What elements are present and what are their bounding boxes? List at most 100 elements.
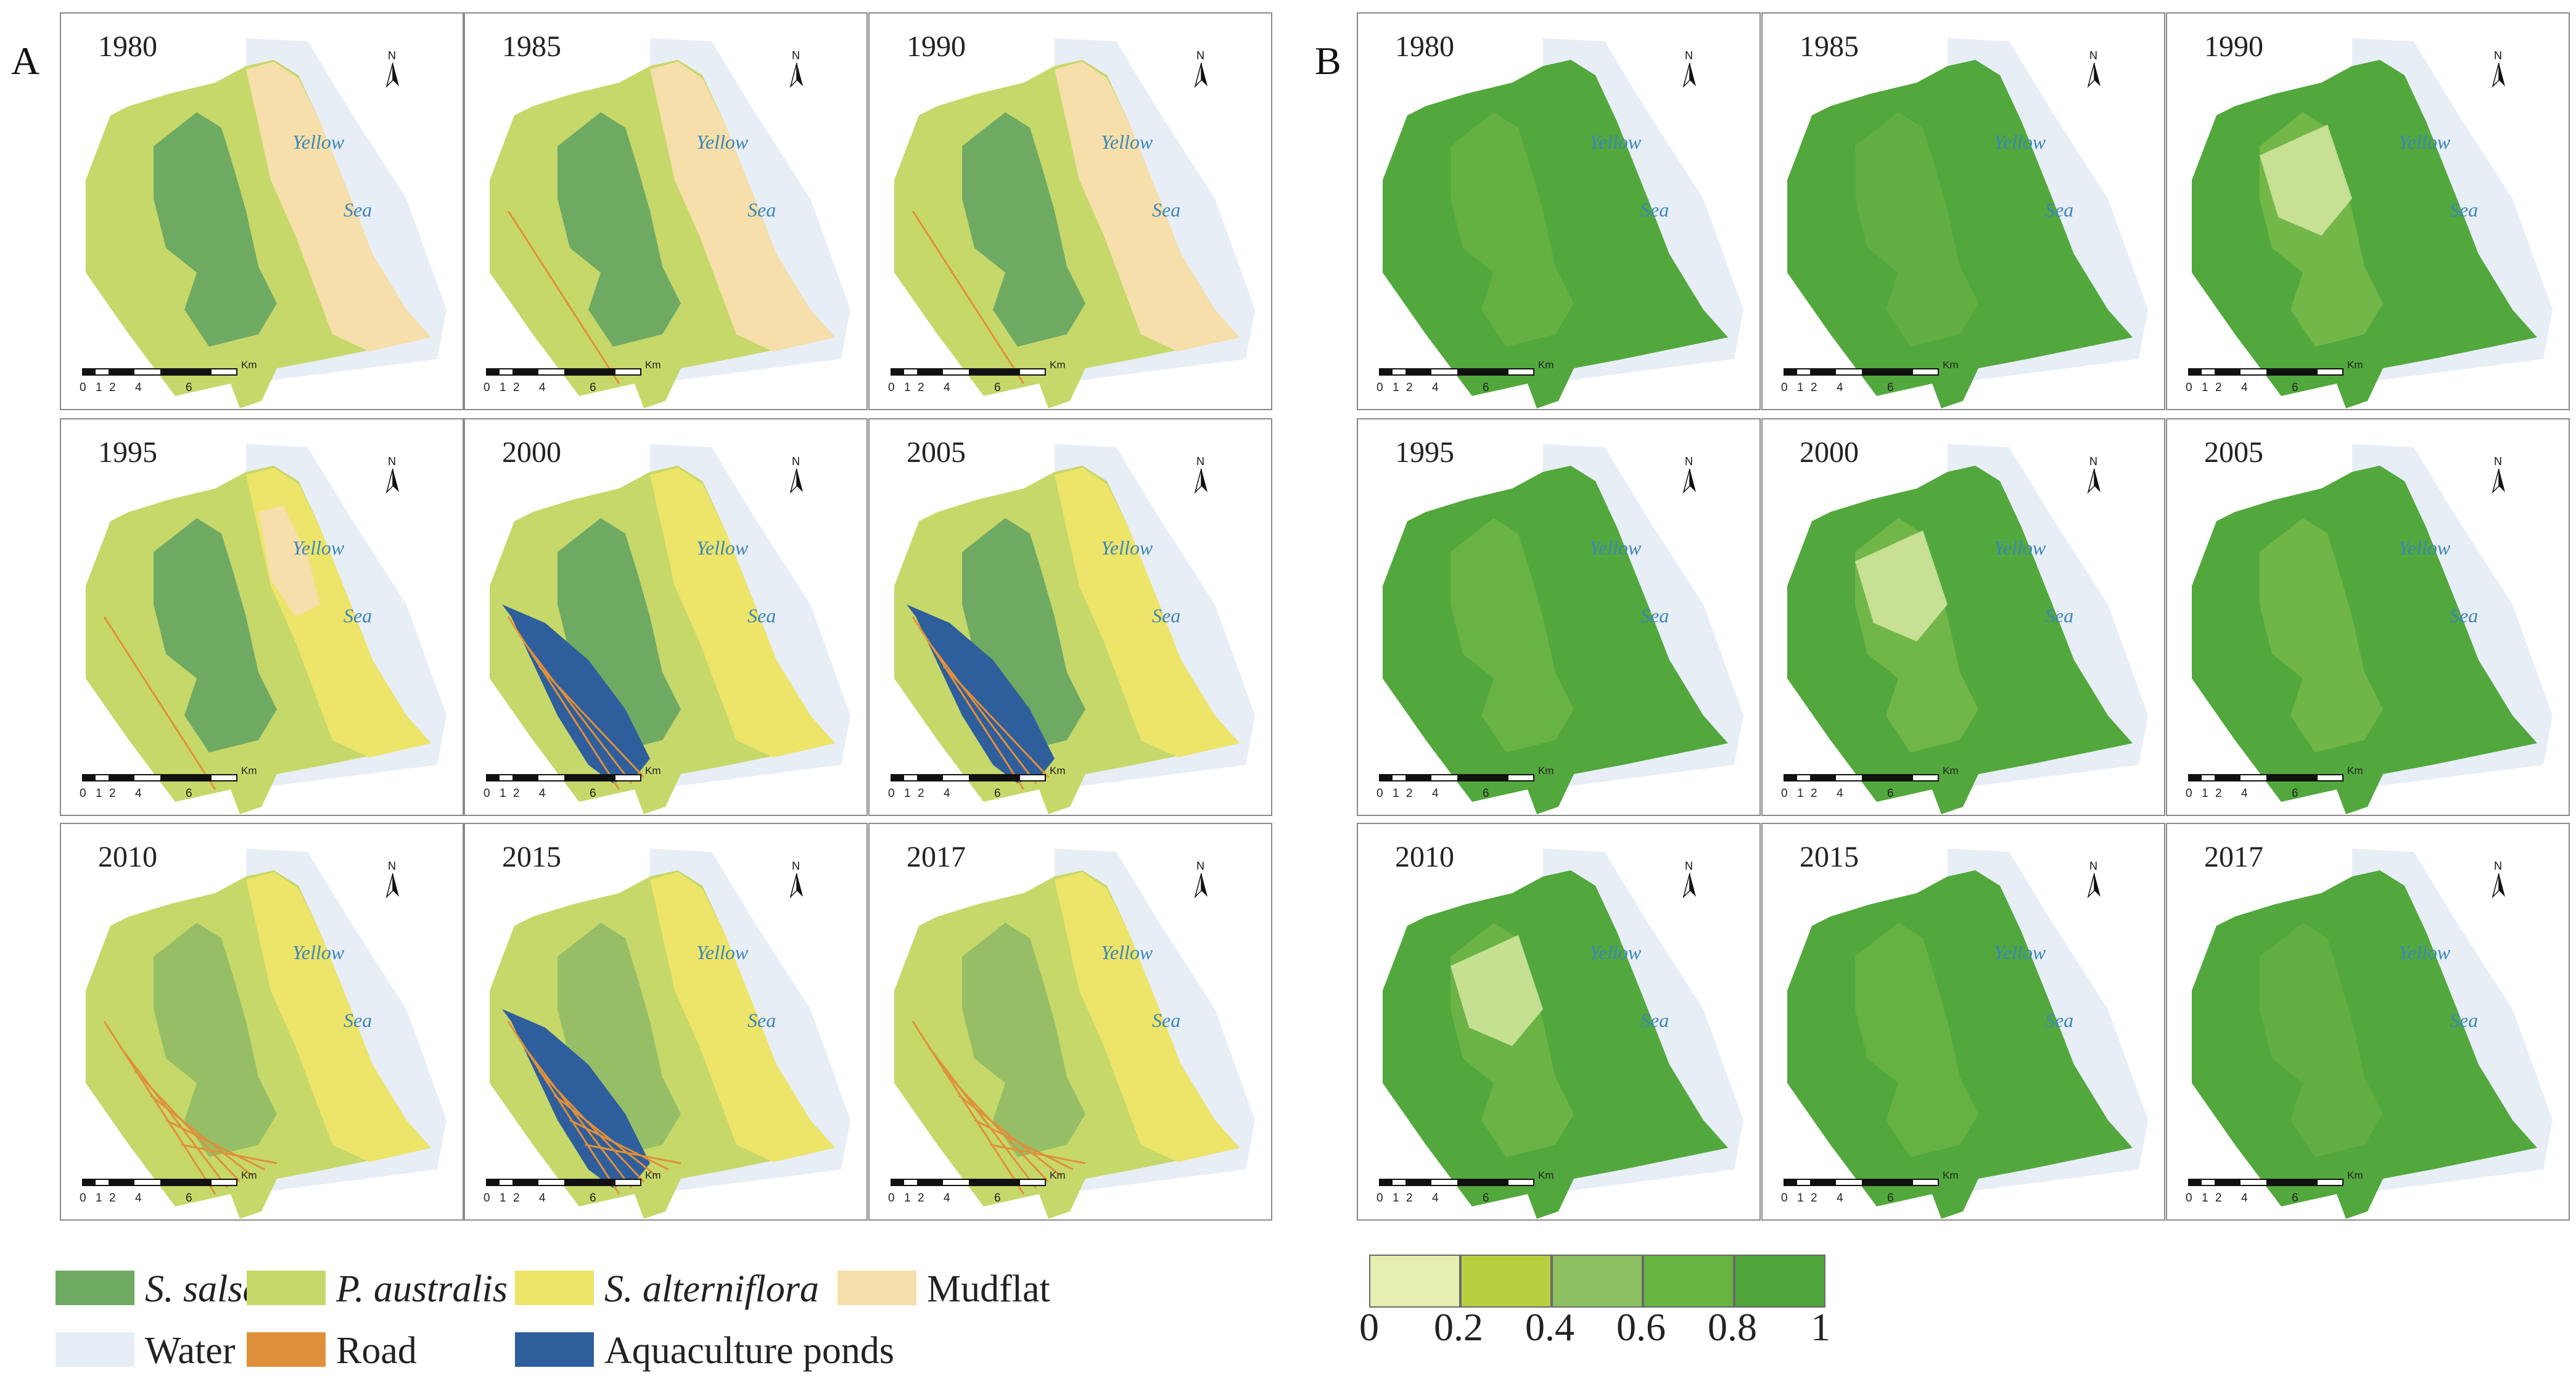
legend-label: S. alterniflora [604, 1268, 819, 1310]
scale-tick-label: 2 [513, 787, 520, 800]
scale-unit: Km [645, 765, 661, 777]
sea-label-yellow: Yellow [2398, 131, 2451, 153]
scale-tick-label: 4 [1837, 787, 1843, 800]
north-letter: N [2089, 455, 2097, 468]
sea-label-yellow: Yellow [696, 941, 749, 963]
map-graphic [1383, 849, 1743, 1219]
scale-tick-label: 4 [539, 381, 546, 394]
sea-label-sea: Sea [2450, 604, 2479, 627]
scale-bar: Km 0 1 2 4 6 [1781, 359, 1966, 396]
map-tile-2017: 2017 Yellow Sea N Km 0 1 2 4 6 [868, 823, 1272, 1221]
scale-tick-label: 1 [904, 787, 911, 800]
scale-tick-label: 6 [1483, 381, 1489, 394]
map-graphic [2192, 444, 2553, 814]
alterniflora-area [1055, 468, 1240, 757]
north-arrow-icon: N [2083, 860, 2105, 903]
road-line [569, 1119, 669, 1171]
map-graphic [1383, 444, 1743, 814]
scale-tick-label: 4 [539, 1192, 546, 1205]
aquaculture-ponds-area [907, 604, 1055, 783]
scale-tick-label: 1 [1797, 787, 1804, 800]
scale-tick-label: 6 [186, 1192, 192, 1205]
legend-label: Water [145, 1330, 236, 1372]
scale-bar: Km 0 1 2 4 6 [484, 359, 669, 396]
scale-tick-label: 6 [590, 1192, 596, 1205]
road-line [927, 641, 1037, 784]
scale-tick-label: 0 [484, 1192, 490, 1205]
road-line [554, 1094, 657, 1177]
colorbar-bin [1643, 1255, 1734, 1308]
scale-tick-label: 1 [96, 787, 102, 800]
scale-tick-label: 1 [1797, 381, 1804, 394]
map-tile-2000: 2000 Yellow Sea N Km 0 1 2 4 6 [1761, 418, 2165, 816]
north-letter: N [2089, 49, 2097, 62]
scale-tick-label: 0 [888, 1192, 895, 1205]
scale-bar: Km 0 1 2 4 6 [888, 1169, 1073, 1206]
sea-label-yellow: Yellow [2398, 941, 2451, 963]
legend-label: Mudflat [927, 1268, 1050, 1310]
map-graphic [490, 38, 850, 408]
legend-label: Road [336, 1330, 417, 1372]
legend-label: S. salsa [145, 1268, 262, 1310]
road-line [927, 1045, 1037, 1189]
map-graphic [86, 38, 446, 408]
scale-tick-label: 4 [1837, 381, 1843, 394]
north-letter: N [2494, 860, 2502, 872]
sea-label-sea: Sea [747, 199, 776, 221]
sea-label-yellow: Yellow [1101, 131, 1153, 153]
north-arrow-icon: N [382, 455, 404, 498]
scale-tick-label: 0 [484, 381, 490, 394]
scale-tick-label: 6 [590, 381, 596, 394]
colorbar-bin [1734, 1255, 1825, 1308]
scale-unit: Km [645, 1169, 661, 1181]
colorbar-bin [1552, 1255, 1643, 1308]
scale-bar: Km 0 1 2 4 6 [1376, 359, 1562, 396]
salsa-area [962, 518, 1085, 752]
north-letter: N [792, 455, 800, 468]
scale-bar: Km 0 1 2 4 6 [2186, 359, 2371, 396]
colorbar-tick-label: 0 [1359, 1305, 1379, 1349]
map-year-label: 1980 [98, 30, 157, 63]
mudflat-area [246, 62, 431, 352]
scale-unit: Km [1943, 1169, 1959, 1181]
scale-unit: Km [645, 359, 661, 371]
scale-tick-label: 2 [1406, 381, 1413, 394]
scale-tick-label: 2 [109, 787, 116, 800]
map-graphic [1787, 38, 2148, 408]
north-letter: N [1685, 860, 1693, 872]
north-arrow-icon: N [2488, 860, 2510, 903]
map-year-label: 1995 [98, 436, 157, 469]
salsa-area [558, 112, 681, 347]
scale-bar: Km 0 1 2 4 6 [80, 765, 265, 802]
salsa-area [962, 112, 1085, 347]
north-letter: N [1685, 49, 1693, 62]
north-arrow-icon: N [2488, 49, 2510, 93]
north-arrow-icon: N [1679, 49, 1701, 93]
map-year-label: 2005 [2204, 436, 2263, 469]
map-year-label: 2005 [907, 436, 966, 469]
sea-label-sea: Sea [1152, 604, 1181, 627]
scale-tick-label: 1 [904, 381, 911, 394]
road-line [150, 1094, 253, 1177]
north-letter: N [388, 455, 396, 468]
scale-tick-label: 2 [2215, 787, 2222, 800]
scale-tick-label: 0 [484, 787, 490, 800]
scale-unit: Km [2347, 1169, 2363, 1181]
scale-tick-label: 4 [135, 787, 142, 800]
legend-swatch [515, 1332, 594, 1367]
map-tile-1980: 1980 Yellow Sea N Km 0 1 2 4 6 [60, 12, 464, 410]
north-arrow-icon: N [786, 455, 808, 498]
scale-tick-label: 1 [1393, 1192, 1399, 1205]
scale-tick-label: 1 [500, 381, 506, 394]
sea-label-yellow: Yellow [1994, 941, 2046, 963]
map-graphic [2192, 38, 2553, 408]
scale-bar: Km 0 1 2 4 6 [2186, 1169, 2371, 1206]
map-tile-1985: 1985 Yellow Sea N Km 0 1 2 4 6 [464, 12, 868, 410]
map-year-label: 2015 [1800, 841, 1859, 873]
map-year-label: 2010 [98, 841, 157, 873]
road-line [942, 665, 1050, 778]
scale-tick-label: 2 [918, 787, 924, 800]
alterniflora-area [650, 872, 835, 1162]
scale-bar: Km 0 1 2 4 6 [888, 765, 1073, 802]
scale-unit: Km [1538, 1169, 1554, 1181]
